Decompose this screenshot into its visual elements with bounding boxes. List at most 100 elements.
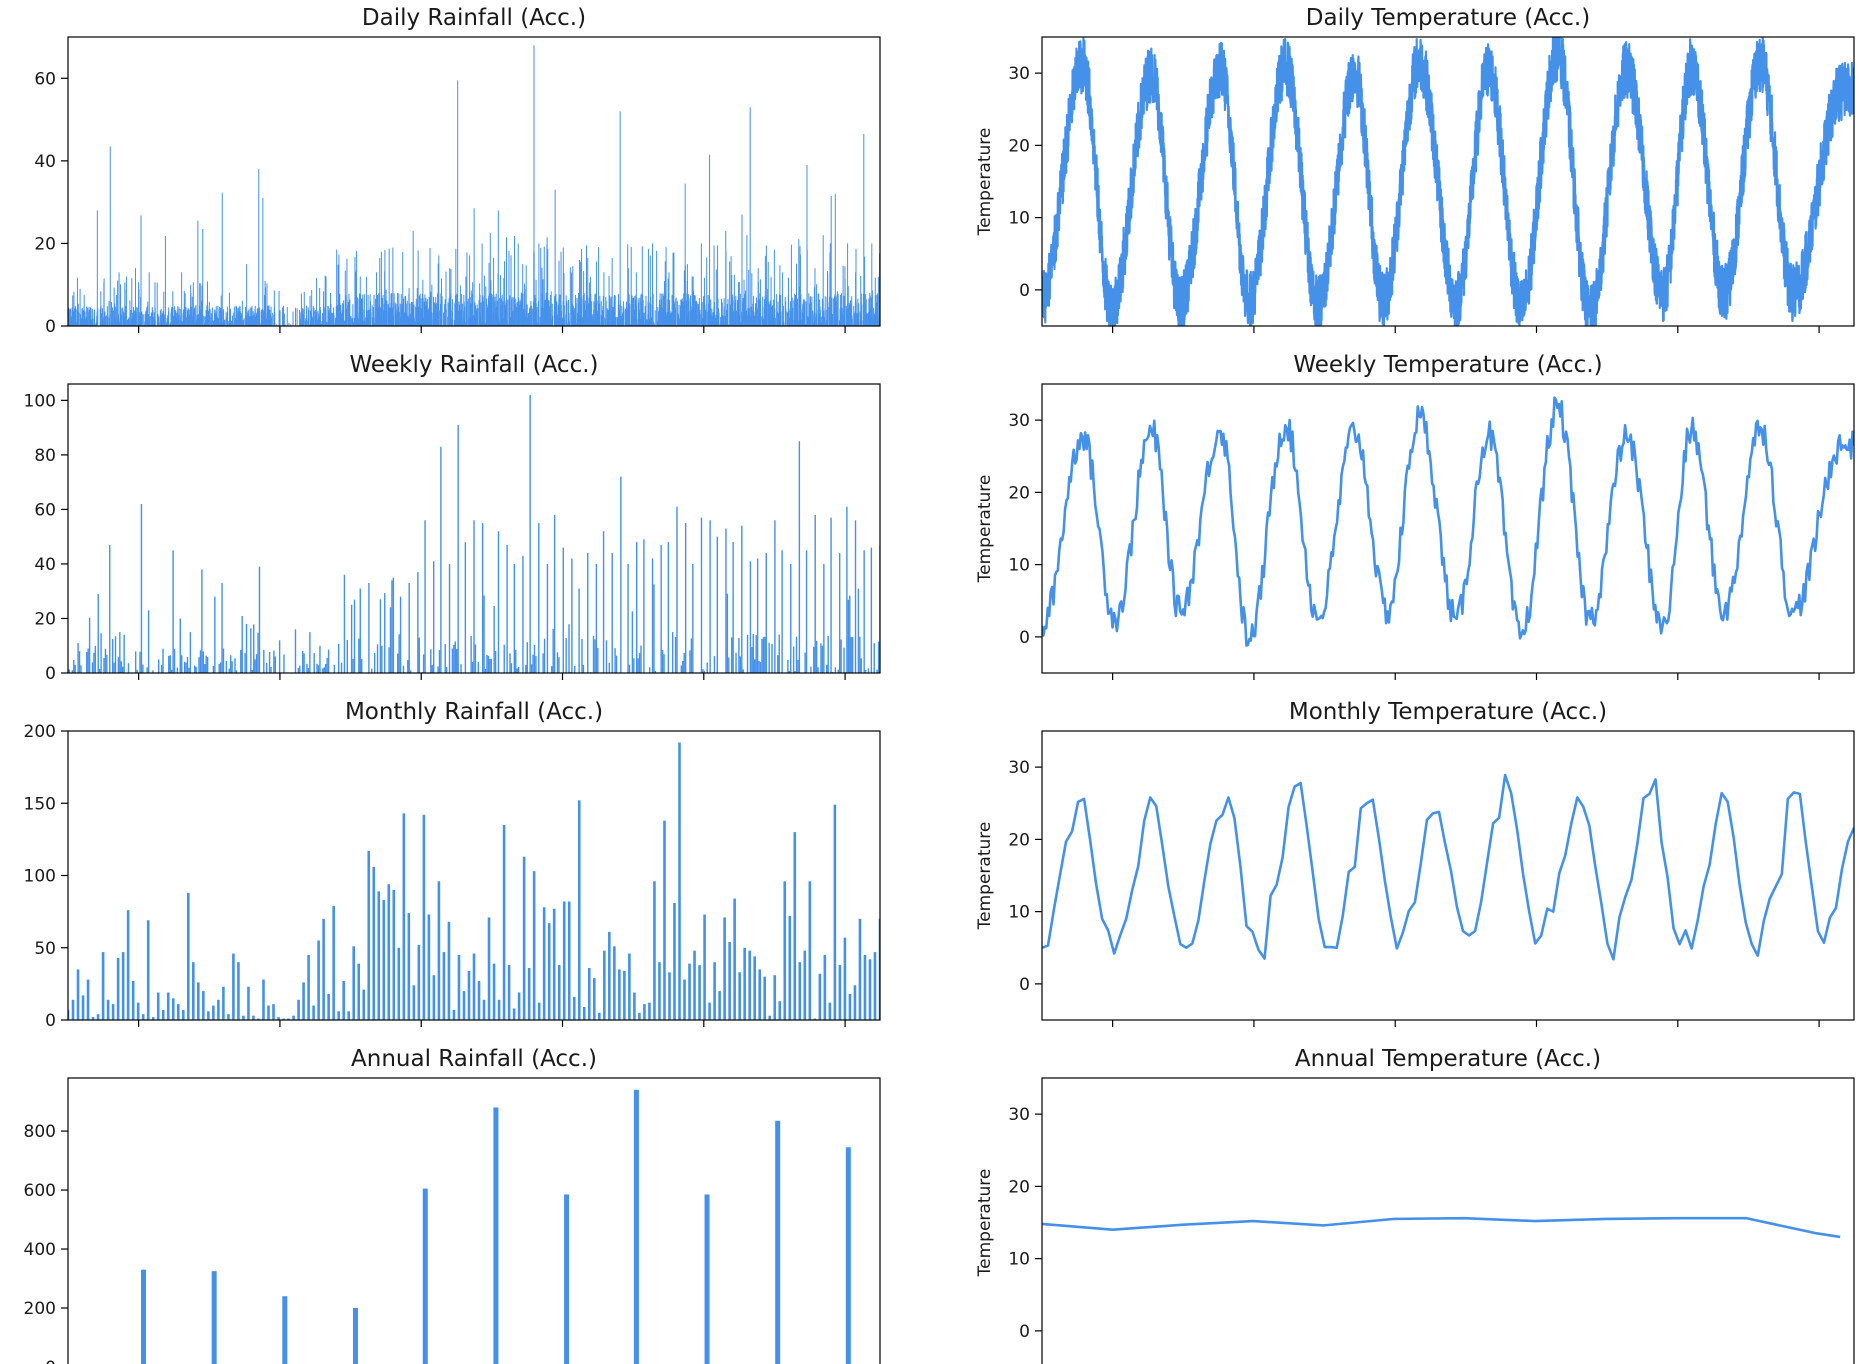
daily_rainfall-bar: [112, 307, 114, 326]
weekly_rainfall-bar: [765, 553, 767, 673]
weekly_rainfall-bar: [214, 596, 216, 673]
weekly_rainfall-bar: [752, 634, 754, 673]
daily_rainfall-bar: [865, 294, 867, 326]
monthly_rainfall-bar: [658, 962, 661, 1020]
daily_rainfall-bar: [189, 314, 191, 326]
daily_rainfall-bar: [229, 308, 231, 326]
daily_rainfall-bar: [181, 313, 183, 326]
daily_rainfall-bar: [839, 308, 841, 326]
weekly_rainfall-bar: [542, 653, 544, 673]
daily_rainfall-bar: [311, 320, 313, 326]
monthly_rainfall-bar: [753, 956, 756, 1020]
daily_rainfall-bar: [512, 310, 514, 326]
weekly_rainfall-bar: [424, 520, 426, 673]
daily_rainfall-bar: [577, 297, 579, 326]
daily_rainfall-bar: [589, 282, 591, 326]
weekly_rainfall-bar: [515, 649, 517, 673]
monthly_temperature-ytick-label: 30: [1008, 758, 1030, 778]
daily_rainfall-bar: [279, 310, 281, 326]
daily_rainfall-bar: [630, 246, 632, 326]
weekly_rainfall-bar: [183, 661, 186, 673]
daily_rainfall-bar: [514, 236, 516, 326]
daily_rainfall-bar: [750, 306, 752, 326]
weekly_rainfall-bar: [188, 667, 190, 673]
daily_rainfall-bar: [514, 304, 516, 326]
daily_rainfall-bar: [693, 295, 695, 326]
weekly_rainfall-ytick-label: 20: [34, 609, 56, 629]
daily_rainfall-bar: [798, 239, 800, 326]
daily_rainfall-bar: [788, 277, 790, 326]
weekly_rainfall-bar: [460, 664, 462, 673]
daily_rainfall-bar: [453, 319, 455, 326]
daily_rainfall-bar: [530, 300, 532, 326]
daily_rainfall-bar: [753, 316, 755, 326]
daily_rainfall-bar: [145, 310, 147, 326]
weekly_rainfall-bar: [788, 671, 790, 673]
daily_rainfall-bar: [548, 301, 550, 326]
monthly_rainfall-bar: [542, 907, 546, 1020]
daily_rainfall-bar: [593, 301, 595, 326]
daily_rainfall-bar: [581, 248, 583, 326]
daily_rainfall-bar: [772, 299, 774, 326]
daily_rainfall-bar: [461, 321, 463, 326]
daily_rainfall-bar: [158, 316, 160, 326]
daily_rainfall-bar: [294, 307, 296, 326]
daily_rainfall-bar: [827, 302, 829, 326]
daily_rainfall-bar: [239, 315, 241, 326]
annual_temperature-axes-frame: [1041, 1077, 1855, 1364]
weekly_rainfall-bar: [303, 653, 305, 673]
daily_rainfall-bar: [406, 300, 408, 326]
daily_rainfall-bar: [91, 309, 93, 326]
daily_rainfall-bar: [866, 313, 868, 326]
daily_rainfall-axes-frame: [67, 36, 881, 327]
daily_rainfall-bar: [599, 314, 601, 326]
daily_rainfall-bar: [777, 301, 779, 326]
daily_rainfall-bar: [611, 257, 613, 326]
daily_rainfall-bar: [860, 276, 862, 326]
daily_rainfall-bar: [199, 283, 201, 326]
daily_rainfall-bar: [797, 298, 799, 326]
weekly_rainfall-bar: [860, 658, 862, 673]
weekly_rainfall-bar: [826, 664, 828, 673]
daily_rainfall-bar: [379, 315, 381, 326]
monthly_rainfall-bar: [733, 898, 736, 1020]
monthly_rainfall-bar: [141, 1014, 145, 1020]
monthly_rainfall-bar: [272, 1004, 275, 1020]
weekly_rainfall-bar: [484, 668, 487, 673]
monthly_rainfall-bar: [678, 742, 681, 1020]
daily_rainfall-bar: [568, 312, 570, 326]
daily_rainfall-bar: [526, 304, 528, 326]
weekly_rainfall-bar: [689, 650, 691, 673]
monthly_rainfall-bar: [517, 992, 521, 1020]
daily_rainfall-bar: [336, 317, 338, 326]
monthly_rainfall-bar: [402, 813, 406, 1020]
daily_rainfall-bar: [563, 305, 565, 326]
daily_rainfall-bar: [804, 301, 806, 326]
weekly_rainfall-bar: [513, 563, 516, 673]
daily_rainfall-bar: [783, 321, 785, 326]
daily_rainfall-bar: [415, 306, 417, 326]
daily_rainfall-bar: [806, 249, 808, 326]
daily_rainfall-bar: [536, 307, 538, 326]
daily_rainfall-bar: [347, 302, 349, 326]
weekly_rainfall-bar: [562, 547, 564, 673]
weekly_rainfall-bar: [620, 476, 622, 673]
daily_rainfall-bar: [232, 322, 234, 326]
monthly_rainfall-bar: [603, 950, 606, 1020]
daily_rainfall-bar: [409, 303, 411, 326]
daily_rainfall-bar: [551, 324, 553, 326]
weekly_rainfall-bar: [857, 588, 860, 673]
daily_rainfall-bar: [326, 321, 328, 326]
daily_rainfall-bar: [75, 309, 77, 326]
monthly_rainfall-bar: [743, 947, 746, 1020]
daily_rainfall-bar: [581, 317, 583, 326]
weekly_rainfall-bar: [408, 583, 410, 673]
daily_rainfall-bar: [731, 275, 733, 326]
daily_rainfall-bar: [811, 318, 813, 326]
daily_rainfall-bar: [679, 318, 681, 326]
daily_rainfall-bar: [667, 278, 669, 326]
weekly_rainfall-bar: [251, 670, 253, 673]
daily_rainfall-bar: [525, 304, 527, 326]
weekly_rainfall-bar: [381, 645, 383, 673]
